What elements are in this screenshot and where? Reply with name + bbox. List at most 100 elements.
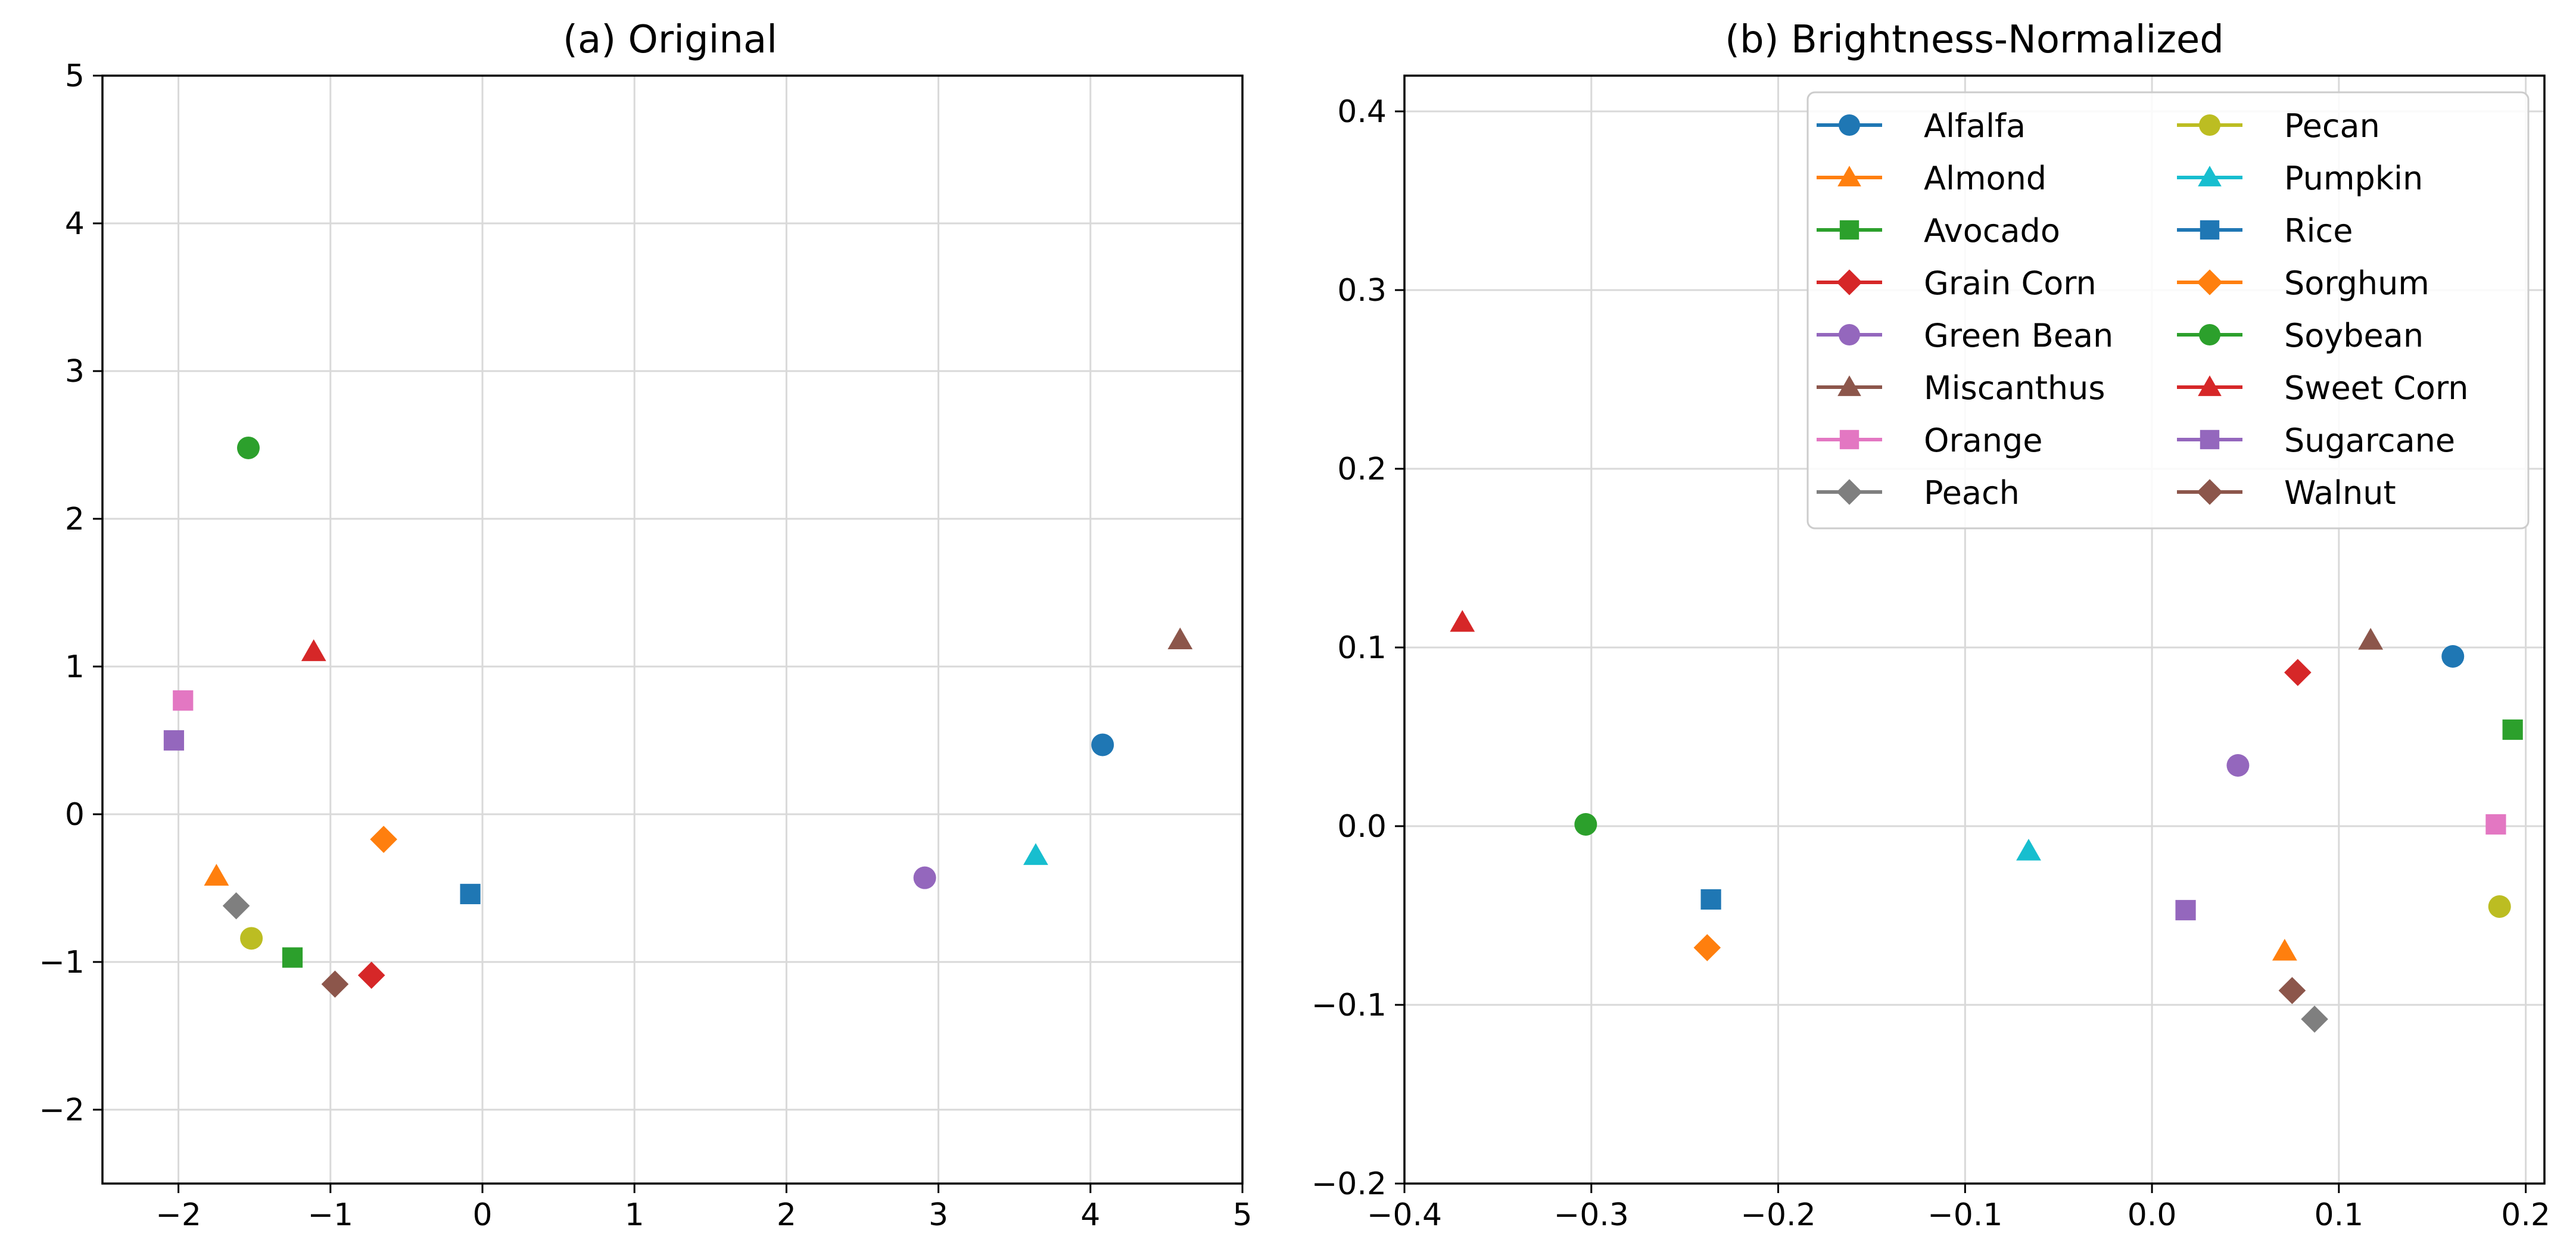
b-point-orange: [2485, 814, 2506, 835]
panel-b-axes-frame: [1403, 74, 2546, 1185]
a-point-pumpkin: [1023, 843, 1048, 865]
b-point-sugarcane: [2175, 899, 2196, 921]
b-ytick-label: −0.1: [1312, 988, 1387, 1023]
b-point-almond: [2272, 939, 2297, 961]
legend-label-alfalfa: Alfalfa: [1924, 107, 2026, 145]
legend-marker-almond: [1837, 166, 1861, 186]
legend-marker-sugarcane: [2200, 429, 2220, 450]
a-ytick-label: 3: [65, 354, 85, 390]
legend: Alfalfa Almond Avocado Grain Corn Green Bean…: [1806, 91, 2530, 530]
a-point-sweet-corn: [301, 639, 326, 661]
a-point-rice: [460, 883, 481, 905]
a-point-walnut: [321, 970, 349, 998]
legend-marker-pumpkin: [2198, 166, 2222, 186]
legend-label-sugarcane: Sugarcane: [2284, 422, 2455, 459]
b-point-pecan: [2488, 895, 2511, 918]
a-point-pecan: [240, 927, 263, 950]
legend-label-miscanthus: Miscanthus: [1924, 369, 2105, 407]
b-point-peach: [2301, 1005, 2328, 1033]
b-point-avocado: [2502, 719, 2523, 740]
a-point-orange: [173, 690, 194, 711]
a-ytick-label: 4: [65, 206, 85, 242]
a-point-alfalfa: [1091, 733, 1114, 756]
a-point-grain-corn: [357, 961, 385, 989]
b-point-rice: [1700, 889, 1721, 910]
a-xtick-label: 1: [625, 1197, 644, 1233]
a-xtick-label: 0: [472, 1197, 492, 1233]
legend-label-peach: Peach: [1924, 474, 2020, 512]
b-xtick-label: −0.3: [1554, 1197, 1629, 1233]
panel-b-title: (b) Brightness-Normalized: [1725, 18, 2224, 62]
b-point-soybean: [1574, 813, 1597, 836]
b-point-miscanthus: [2358, 628, 2384, 650]
a-point-sorghum: [370, 826, 397, 853]
a-xtick-label: 4: [1080, 1197, 1100, 1233]
b-point-alfalfa: [2441, 645, 2465, 668]
a-xtick-label: 2: [777, 1197, 796, 1233]
legend-label-soybean: Soybean: [2284, 317, 2424, 354]
panel-a-title: (a) Original: [563, 18, 777, 62]
panel-a-axes-frame: [101, 74, 1244, 1185]
a-point-green-bean: [913, 866, 936, 889]
legend-marker-avocado: [1839, 220, 1859, 240]
b-point-grain-corn: [2284, 659, 2312, 686]
b-ytick-label: 0.4: [1337, 94, 1387, 130]
b-point-pumpkin: [2016, 839, 2041, 861]
legend-marker-alfalfa: [1839, 114, 1860, 136]
legend-marker-walnut: [2197, 479, 2223, 505]
legend-marker-rice: [2200, 220, 2220, 240]
a-point-soybean: [236, 436, 260, 459]
legend-marker-soybean: [2199, 324, 2220, 345]
a-xtick-label: −2: [155, 1197, 201, 1233]
a-ytick-label: 5: [65, 58, 85, 94]
panel-original: (a) Original −2 −1 0 1 2 3 4 5 −2 −1 0 1 2 3 4 5: [39, 18, 1252, 1233]
panel-a-ticks: −2 −1 0 1 2 3 4 5 −2 −1 0 1 2 3 4 5: [39, 58, 1252, 1233]
legend-label-pumpkin: Pumpkin: [2284, 160, 2423, 197]
legend-frame: [1806, 91, 2530, 530]
b-xtick-label: −0.2: [1740, 1197, 1815, 1233]
legend-label-pecan: Pecan: [2284, 107, 2380, 145]
legend-label-green-bean: Green Bean: [1924, 317, 2113, 354]
legend-marker-green-bean: [1839, 324, 1860, 345]
legend-label-orange: Orange: [1924, 422, 2043, 459]
legend-marker-miscanthus: [1837, 375, 1861, 396]
a-ytick-label: 1: [65, 649, 85, 685]
b-point-sorghum: [1693, 934, 1721, 961]
legend-label-grain-corn: Grain Corn: [1924, 264, 2097, 302]
legend-label-avocado: Avocado: [1924, 212, 2060, 250]
legend-marker-grain-corn: [1836, 269, 1862, 295]
b-point-sweet-corn: [1450, 610, 1475, 632]
a-point-miscanthus: [1167, 627, 1193, 650]
a-ytick-label: −2: [39, 1092, 85, 1128]
b-ytick-label: −0.2: [1312, 1166, 1387, 1202]
b-ytick-label: 0.2: [1337, 451, 1387, 487]
a-ytick-label: 0: [65, 797, 85, 833]
legend-marker-sweet-corn: [2198, 375, 2222, 396]
b-point-walnut: [2278, 977, 2306, 1004]
b-xtick-label: 0.1: [2315, 1197, 2364, 1233]
legend-label-walnut: Walnut: [2284, 474, 2396, 512]
legend-label-sweet-corn: Sweet Corn: [2284, 369, 2468, 407]
a-point-almond: [204, 864, 229, 886]
b-xtick-label: −0.4: [1367, 1197, 1442, 1233]
panel-brightness-normalized: (b) Brightness-Normalized −0.4 −0.3 −0.2 −0…: [1312, 18, 2550, 1233]
legend-label-rice: Rice: [2284, 212, 2353, 250]
panel-a-points: [163, 436, 1193, 998]
a-ytick-label: 2: [65, 502, 85, 537]
a-point-peach: [222, 892, 250, 920]
a-xtick-label: −1: [307, 1197, 353, 1233]
a-point-avocado: [282, 947, 303, 968]
legend-label-almond: Almond: [1924, 160, 2047, 197]
a-point-sugarcane: [163, 730, 185, 751]
b-xtick-label: 0.0: [2128, 1197, 2177, 1233]
legend-marker-pecan: [2199, 114, 2220, 136]
b-xtick-label: −0.1: [1927, 1197, 2002, 1233]
legend-marker-sorghum: [2197, 269, 2223, 295]
b-xtick-label: 0.2: [2501, 1197, 2550, 1233]
a-xtick-label: 3: [929, 1197, 948, 1233]
b-ytick-label: 0.0: [1337, 809, 1387, 845]
a-ytick-label: −1: [39, 945, 85, 980]
legend-label-sorghum: Sorghum: [2284, 264, 2429, 302]
b-ytick-label: 0.1: [1337, 630, 1387, 666]
